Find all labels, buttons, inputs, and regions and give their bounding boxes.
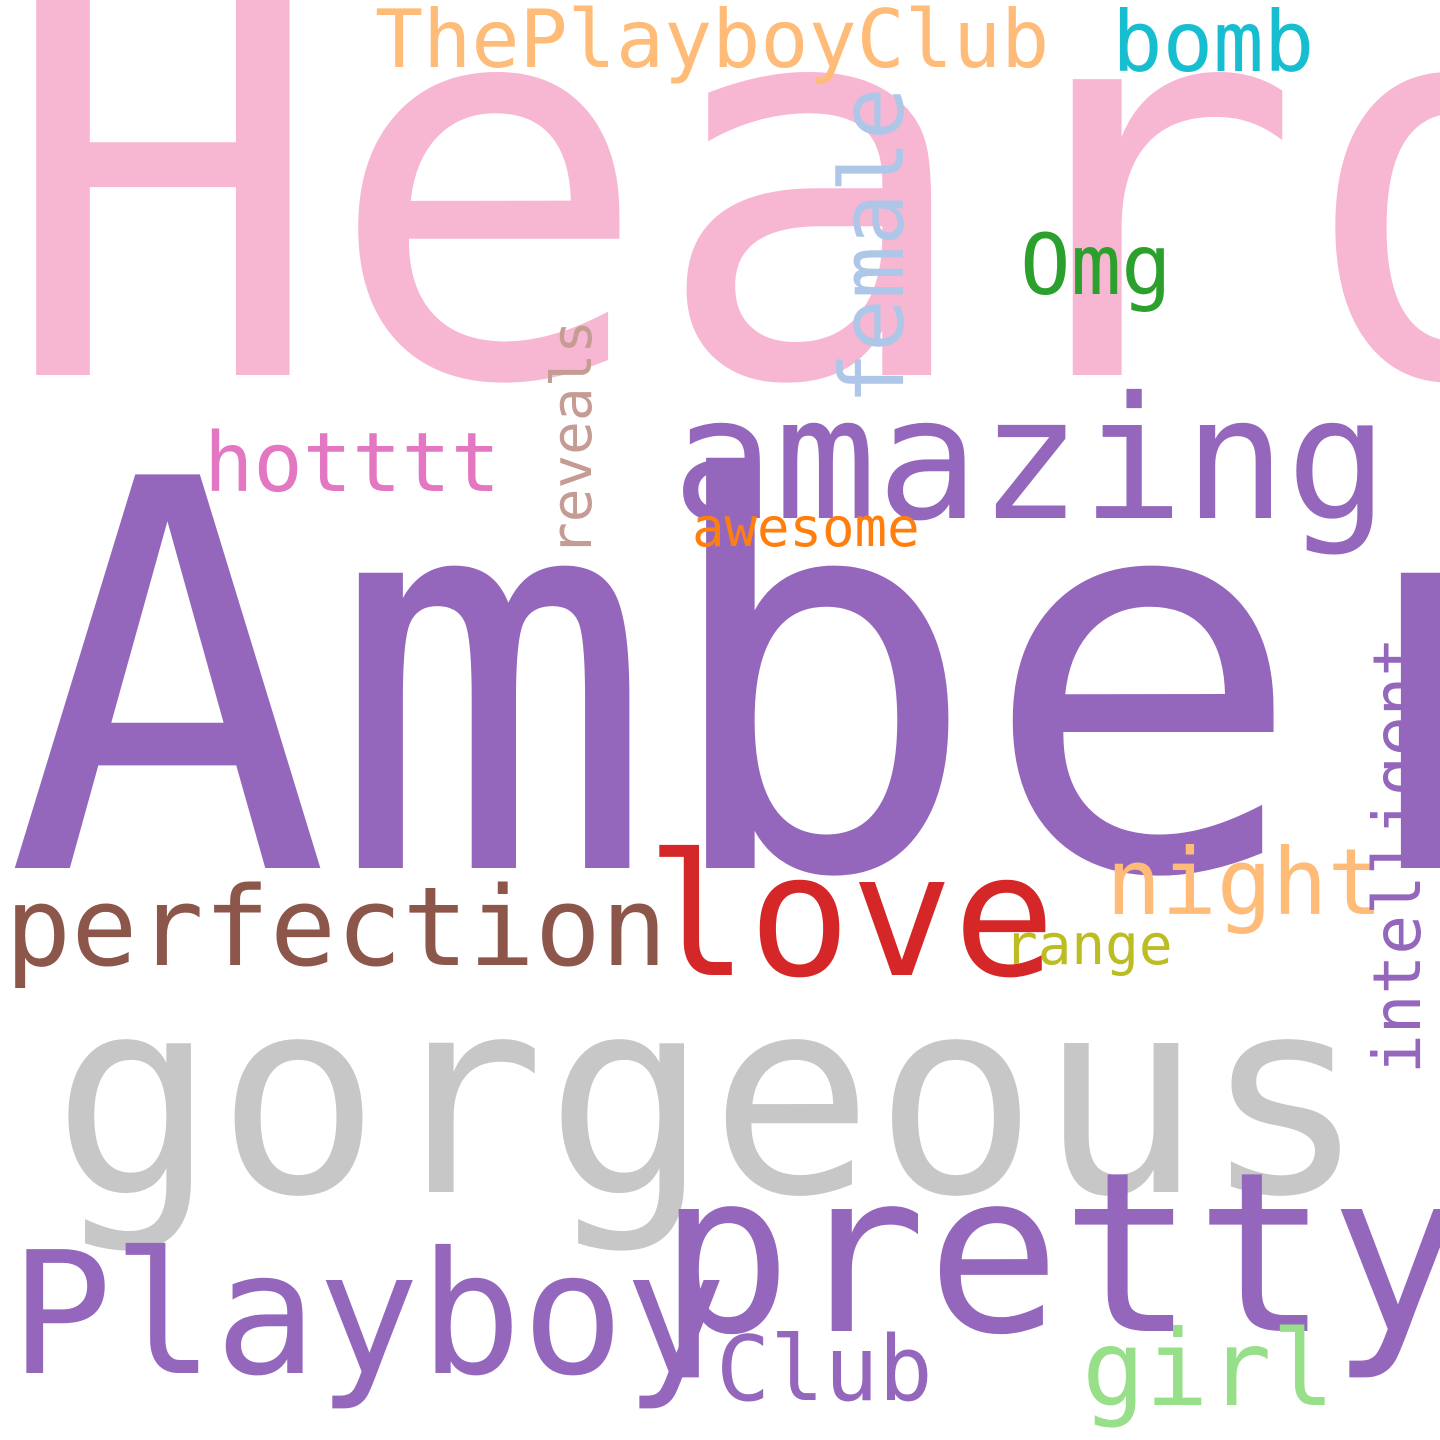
word-pretty: pretty	[658, 1124, 1440, 1384]
word-omg: Omg	[1020, 216, 1172, 314]
word-girl: girl	[1082, 1308, 1335, 1430]
word-intelligent: intelligent	[1359, 636, 1436, 1074]
word-heard: Heard	[0, 0, 1440, 503]
word-theplayboyclub: ThePlayboyClub	[375, 0, 1050, 86]
word-awesome: awesome	[692, 496, 920, 559]
word-night: night	[1106, 829, 1383, 936]
word-hotttt: hotttt	[204, 416, 501, 511]
word-love: love	[646, 818, 1056, 1016]
word-perfection: perfection	[5, 863, 668, 991]
word-gorgeous: gorgeous	[52, 940, 1367, 1257]
word-reveals: reveals	[540, 319, 605, 556]
word-bomb: bomb	[1112, 0, 1315, 91]
word-female: female	[821, 87, 924, 405]
word-playboy: Playboy	[10, 1216, 727, 1414]
word-range: range	[1004, 913, 1173, 978]
word-club: Club	[716, 1317, 933, 1422]
word-amazing: amazing	[672, 361, 1389, 559]
word-amber: Amber	[5, 368, 1440, 996]
